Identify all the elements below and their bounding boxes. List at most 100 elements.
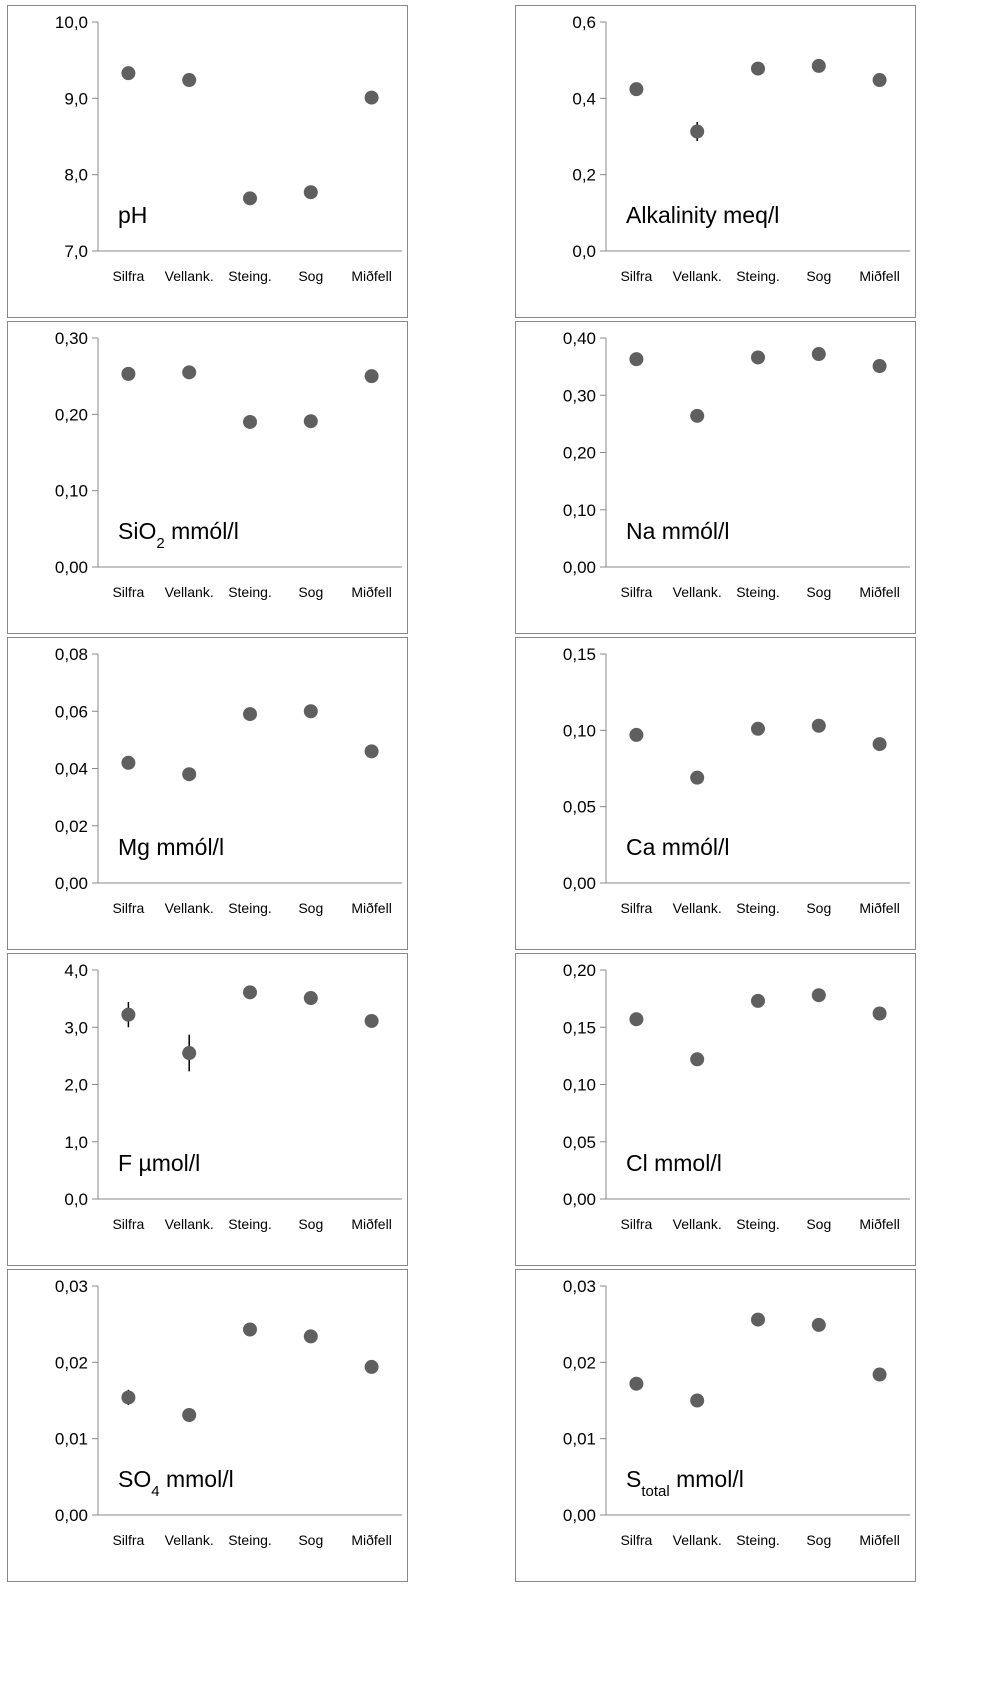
- dot: [690, 1052, 705, 1067]
- label-part: mmól/l: [165, 518, 239, 544]
- x-tick-label: Vellank.: [165, 900, 214, 916]
- dot: [811, 347, 826, 362]
- dot: [121, 366, 136, 381]
- y-tick-label: 0,0: [572, 242, 596, 261]
- y-tick-label: 0,10: [563, 501, 596, 520]
- panel-border: [515, 953, 916, 1266]
- x-tick-label: Sog: [806, 1216, 831, 1232]
- label-part: Mg mmól/l: [118, 834, 224, 860]
- y-tick-label: 0,02: [563, 1353, 596, 1372]
- panel-border: [7, 637, 408, 950]
- y-tick-label: 9,0: [64, 89, 88, 108]
- x-tick-label: Silfra: [620, 268, 652, 284]
- x-tick-label: Vellank.: [165, 1532, 214, 1548]
- label-part: F µmol/l: [118, 1150, 200, 1176]
- x-tick-label: Sog: [806, 1532, 831, 1548]
- y-tick-label: 0,6: [572, 13, 596, 32]
- dot: [811, 58, 826, 73]
- x-tick-label: Vellank.: [673, 1216, 722, 1232]
- dot: [811, 718, 826, 733]
- x-tick-label: Steing.: [736, 584, 780, 600]
- dot: [629, 82, 644, 97]
- dot: [690, 408, 705, 423]
- x-tick-label: Miðfell: [351, 1216, 391, 1232]
- x-tick-label: Miðfell: [859, 584, 899, 600]
- dot: [690, 770, 705, 785]
- x-tick-label: Silfra: [112, 1532, 144, 1548]
- label-part: mmol/l: [160, 1466, 234, 1492]
- dot: [243, 191, 257, 206]
- chart-panel: 0,00 0,01 0,02 0,03 Silfra Vellank. Steing. Sog…: [7, 1269, 408, 1582]
- dot: [243, 414, 257, 429]
- dot: [364, 369, 379, 384]
- chart-panel: 0,00 0,05 0,10 0,15 Silfra Vellank. Steing. Sog…: [515, 637, 916, 950]
- dot: [811, 1317, 826, 1332]
- panel-border: [515, 1269, 916, 1582]
- y-tick-label: 0,2: [572, 166, 596, 185]
- panel-label: Mg mmól/l: [118, 834, 224, 860]
- chart-panel: 0,0 1,0 2,0 3,0 4,0 Silfra Vellank. Steing. Sog M…: [7, 953, 408, 1266]
- y-tick-label: 0,08: [55, 645, 88, 664]
- x-tick-label: Sog: [298, 1216, 323, 1232]
- x-tick-label: Vellank.: [165, 584, 214, 600]
- x-tick-label: Steing.: [736, 1216, 780, 1232]
- panel-label: Na mmól/l: [626, 518, 730, 544]
- dot: [182, 767, 197, 782]
- x-tick-label: Steing.: [228, 268, 272, 284]
- x-tick-label: Silfra: [620, 1532, 652, 1548]
- dot: [751, 1312, 765, 1327]
- x-tick-label: Silfra: [620, 900, 652, 916]
- y-tick-label: 0,10: [563, 721, 596, 740]
- y-tick-label: 0,03: [55, 1277, 88, 1296]
- y-tick-label: 0,02: [55, 1353, 88, 1372]
- x-tick-label: Silfra: [112, 1216, 144, 1232]
- y-tick-label: 0,01: [55, 1430, 88, 1449]
- dot: [303, 1329, 318, 1344]
- y-tick-label: 0,15: [563, 1018, 596, 1037]
- x-tick-label: Sog: [298, 584, 323, 600]
- y-tick-label: 0,20: [55, 405, 88, 424]
- label-part: 2: [156, 535, 164, 552]
- dot: [751, 993, 765, 1008]
- panel-label: SO4 mmol/l: [118, 1466, 234, 1500]
- panel-border: [7, 953, 408, 1266]
- x-tick-label: Miðfell: [351, 268, 391, 284]
- y-tick-label: 4,0: [64, 961, 88, 980]
- dot: [690, 124, 705, 139]
- dot: [121, 1390, 136, 1405]
- dot: [690, 1393, 705, 1408]
- panel-border: [7, 321, 408, 634]
- chart-panel: 7,0 8,0 9,0 10,0 Silfra Vellank. Steing. Sog Mið…: [7, 5, 408, 318]
- x-tick-label: Vellank.: [673, 268, 722, 284]
- dot: [121, 755, 136, 770]
- label-part: total: [641, 1483, 669, 1500]
- x-tick-label: Steing.: [228, 900, 272, 916]
- x-tick-label: Miðfell: [351, 584, 391, 600]
- dot: [182, 73, 197, 88]
- x-tick-label: Steing.: [736, 1532, 780, 1548]
- panel-border: [515, 5, 916, 318]
- y-tick-label: 0,01: [563, 1430, 596, 1449]
- x-tick-label: Sog: [298, 268, 323, 284]
- panel-border: [7, 1269, 408, 1582]
- x-tick-label: Miðfell: [859, 1532, 899, 1548]
- y-tick-label: 0,00: [55, 558, 88, 577]
- x-tick-label: Steing.: [228, 1532, 272, 1548]
- panel-label: Cl mmol/l: [626, 1150, 722, 1176]
- y-tick-label: 0,0: [64, 1190, 88, 1209]
- x-tick-label: Sog: [806, 900, 831, 916]
- dot: [872, 737, 887, 752]
- x-tick-label: Vellank.: [165, 1216, 214, 1232]
- chart-panel: 0,0 0,2 0,4 0,6 Silfra Vellank. Steing. Sog Miðf…: [515, 5, 916, 318]
- panel-border: [515, 321, 916, 634]
- y-tick-label: 0,15: [563, 645, 596, 664]
- y-tick-label: 10,0: [55, 13, 88, 32]
- y-tick-label: 0,4: [572, 89, 596, 108]
- y-tick-label: 0,00: [563, 1190, 596, 1209]
- y-tick-label: 0,20: [563, 444, 596, 463]
- dot: [182, 1046, 197, 1061]
- x-tick-label: Vellank.: [673, 1532, 722, 1548]
- y-tick-label: 8,0: [64, 166, 88, 185]
